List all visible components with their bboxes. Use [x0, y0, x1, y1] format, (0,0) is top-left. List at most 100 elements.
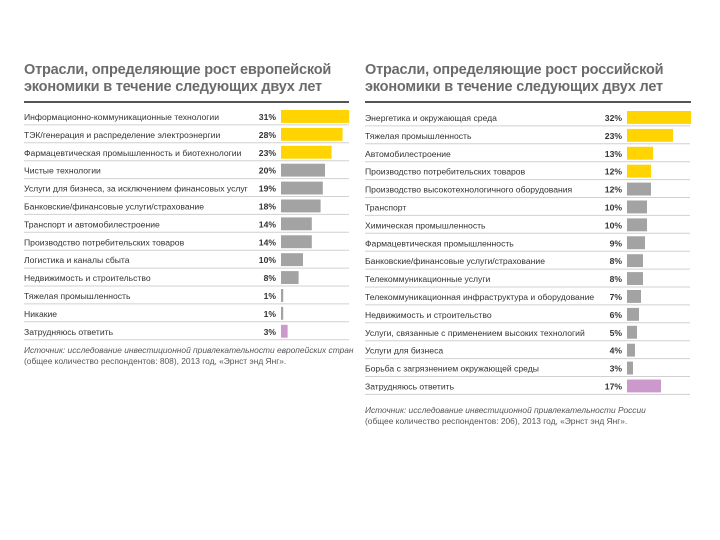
russia-value-label: 32% — [605, 113, 623, 123]
russia-value-label: 5% — [610, 328, 623, 338]
russia-category-label: Производство потребительских товаров — [365, 167, 526, 177]
europe-category-label: Производство потребительских товаров — [24, 237, 185, 247]
europe-value-label: 8% — [264, 273, 277, 283]
europe-source-italic: Источник: исследование инвестиционной пр… — [24, 345, 354, 355]
europe-category-label: Информационно-коммуникационные технологи… — [24, 112, 219, 122]
russia-value-label: 17% — [605, 381, 623, 391]
europe-category-label: Банковские/финансовые услуги/страхование — [24, 201, 204, 211]
russia-category-label: Услуги, связанные с применением высоких … — [365, 328, 585, 338]
europe-bar — [281, 271, 299, 284]
russia-value-label: 10% — [605, 220, 623, 230]
russia-value-label: 8% — [610, 274, 623, 284]
europe-value-label: 23% — [259, 148, 277, 158]
russia-bar — [627, 200, 647, 214]
europe-category-label: Чистые технологии — [24, 166, 101, 176]
europe-title-line1: Отрасли, определяющие рост европейской — [24, 62, 332, 78]
europe-category-label: Логистика и каналы сбыта — [24, 255, 130, 265]
europe-category-label: ТЭК/генерация и распределение электроэне… — [24, 130, 220, 140]
europe-bar — [281, 306, 284, 320]
europe-bar — [281, 235, 312, 249]
russia-value-label: 9% — [610, 238, 623, 248]
russia-bar — [627, 361, 633, 375]
russia-bar — [627, 325, 637, 339]
europe-value-label: 14% — [259, 219, 277, 229]
europe-value-label: 19% — [259, 184, 277, 194]
europe-value-label: 28% — [259, 130, 277, 140]
russia-bar — [627, 254, 643, 268]
russia-category-label: Химическая промышленность — [365, 220, 486, 230]
russia-bar — [627, 379, 661, 393]
russia-bar — [627, 111, 691, 124]
europe-bar-chart: Информационно-коммуникационные технологи… — [24, 110, 350, 341]
russia-category-label: Банковские/финансовые услуги/страхование — [365, 256, 545, 266]
europe-source-note: Источник: исследование инвестиционной пр… — [24, 345, 354, 367]
europe-value-label: 20% — [259, 166, 277, 176]
europe-bar — [281, 199, 321, 213]
russia-title-line2: экономики в течение следующих двух лет — [365, 79, 663, 95]
europe-value-label: 10% — [259, 255, 277, 265]
europe-value-label: 1% — [264, 291, 277, 301]
russia-category-label: Транспорт — [365, 202, 406, 212]
russia-bar — [627, 146, 653, 160]
europe-category-label: Услуги для бизнеса, за исключением финан… — [24, 184, 248, 194]
russia-category-label: Борьба с загрязнением окружающей среды — [365, 364, 539, 374]
russia-value-label: 3% — [610, 364, 623, 374]
europe-category-label: Тяжелая промышленность — [24, 291, 131, 301]
russia-value-label: 6% — [610, 310, 623, 320]
russia-category-label: Автомобилестроение — [365, 149, 451, 159]
russia-title-line1: Отрасли, определяющие рост российской — [365, 62, 664, 78]
europe-category-label: Никакие — [24, 309, 57, 319]
russia-value-label: 13% — [605, 149, 623, 159]
europe-bar — [281, 163, 325, 177]
russia-source-italic: Источник: исследование инвестиционной пр… — [365, 405, 646, 415]
russia-chart-title: Отрасли, определяющие рост российской эк… — [365, 62, 705, 96]
russia-bar — [627, 128, 673, 142]
europe-category-label: Недвижимость и строительство — [24, 273, 151, 283]
europe-value-label: 14% — [259, 237, 277, 247]
russia-source-note: Источник: исследование инвестиционной пр… — [365, 405, 705, 427]
russia-value-label: 23% — [605, 131, 623, 141]
russia-title-divider — [365, 101, 691, 103]
europe-bar — [281, 217, 312, 231]
europe-title-divider — [24, 101, 349, 103]
russia-value-label: 8% — [610, 256, 623, 266]
europe-chart-title: Отрасли, определяющие рост европейской э… — [24, 62, 354, 96]
europe-category-label: Затрудняюсь ответить — [24, 327, 114, 337]
russia-category-label: Производство высокотехнологичного оборуд… — [365, 185, 573, 195]
russia-category-label: Тяжелая промышленность — [365, 131, 472, 141]
russia-bar — [627, 164, 651, 178]
russia-value-label: 10% — [605, 202, 623, 212]
europe-category-label: Фармацевтическая промышленность и биотех… — [24, 148, 242, 158]
russia-category-label: Затрудняюсь ответить — [365, 381, 455, 391]
russia-bar — [627, 343, 635, 357]
russia-category-label: Телекоммуникационные услуги — [365, 274, 490, 284]
russia-bar — [627, 218, 647, 232]
russia-value-label: 12% — [605, 167, 623, 177]
europe-value-label: 31% — [259, 112, 277, 122]
europe-bar — [281, 110, 350, 123]
russia-bar — [627, 272, 643, 285]
europe-title-line2: экономики в течение следующих двух лет — [24, 79, 322, 95]
russia-source-plain: (общее количество респондентов: 206), 20… — [365, 416, 628, 426]
europe-bar — [281, 145, 332, 159]
europe-bar — [281, 289, 284, 302]
russia-bar — [627, 236, 645, 250]
russia-category-label: Недвижимость и строительство — [365, 310, 492, 320]
europe-bar — [281, 181, 323, 195]
europe-category-label: Транспорт и автомобилестроение — [24, 219, 160, 229]
russia-value-label: 7% — [610, 292, 623, 302]
russia-category-label: Телекоммуникационная инфраструктура и об… — [365, 292, 594, 302]
russia-value-label: 4% — [610, 346, 623, 356]
europe-bar — [281, 253, 303, 267]
russia-bar — [627, 290, 641, 303]
russia-category-label: Фармацевтическая промышленность — [365, 238, 514, 248]
russia-value-label: 12% — [605, 185, 623, 195]
russia-category-label: Услуги для бизнеса — [365, 346, 443, 356]
europe-source-plain: (общее количество респондентов: 808), 20… — [24, 356, 287, 366]
europe-bar — [281, 127, 343, 141]
russia-bar — [627, 182, 651, 196]
europe-value-label: 1% — [264, 309, 277, 319]
russia-category-label: Энергетика и окружающая среда — [365, 113, 497, 123]
europe-value-label: 18% — [259, 201, 277, 211]
